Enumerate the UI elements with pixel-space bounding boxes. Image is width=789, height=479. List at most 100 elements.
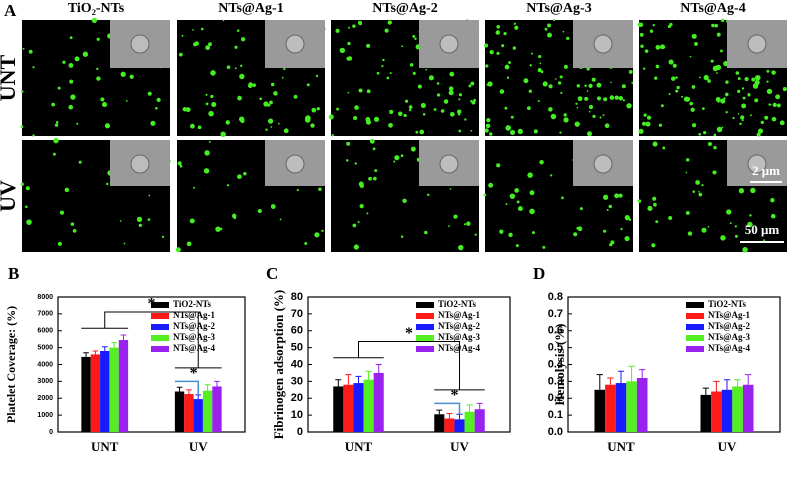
bar: [454, 419, 465, 432]
cell-dot: [373, 176, 377, 181]
cell-dot: [203, 168, 210, 174]
cell-dot: [628, 70, 633, 74]
cell-dot: [692, 190, 696, 193]
x-tick-label: UNT: [345, 439, 373, 454]
sem-cell: [130, 34, 150, 54]
cell-dot: [734, 225, 737, 228]
cell-dot: [154, 106, 158, 110]
legend-swatch: [151, 302, 169, 308]
cell-dot: [20, 90, 24, 93]
bar: [343, 384, 354, 432]
scale-label: 2 μm: [752, 163, 780, 178]
cell-dot: [189, 218, 195, 224]
cell-dot: [372, 147, 376, 151]
cell-dot: [384, 28, 389, 33]
micrograph: [20, 17, 170, 137]
legend-label: NTs@Ag-3: [438, 332, 481, 342]
cell-dot: [766, 88, 773, 95]
cell-dot: [205, 93, 208, 96]
cell-dot: [57, 86, 61, 90]
cell-dot: [359, 204, 364, 209]
cell-dot: [54, 123, 59, 127]
y-tick-label: 1000: [37, 412, 53, 419]
cell-dot: [712, 170, 717, 175]
cell-dot: [741, 87, 745, 90]
row-label: UV: [0, 180, 20, 212]
cell-dot: [720, 18, 725, 23]
cell-dot: [716, 126, 723, 133]
cell-dot: [293, 94, 298, 99]
y-tick-label: 0.6: [548, 325, 563, 337]
cell-dot: [20, 125, 24, 129]
cell-dot: [741, 119, 744, 122]
cell-dot: [547, 32, 552, 38]
cell-dot: [526, 106, 531, 111]
cell-dot: [646, 115, 652, 120]
cell-dot: [531, 231, 535, 235]
cell-dot: [560, 91, 563, 95]
cell-dot: [412, 71, 416, 75]
cell-dot: [713, 133, 717, 137]
cell-dot: [675, 76, 678, 79]
cell-dot: [69, 36, 73, 40]
panel-label: D: [533, 264, 545, 283]
cell-dot: [714, 23, 718, 28]
cell-dot: [420, 102, 426, 108]
cell-dot: [668, 215, 673, 221]
cell-dot: [305, 115, 311, 121]
cell-dot: [473, 98, 476, 102]
cell-dot: [226, 65, 231, 70]
cell-dot: [315, 74, 319, 78]
legend-label: TiO2-NTs: [173, 299, 212, 309]
sem-cell: [130, 154, 150, 174]
micrograph: [484, 19, 634, 137]
cell-dot: [544, 27, 548, 31]
cell-dot: [486, 117, 491, 123]
cell-dot: [453, 214, 458, 219]
sem-cell: [439, 154, 459, 174]
cell-dot: [624, 236, 630, 242]
error-bar: [375, 364, 382, 373]
cell-dot: [402, 198, 407, 204]
cell-dot: [252, 83, 257, 87]
cell-dot: [347, 41, 351, 46]
legend-swatch: [151, 346, 169, 352]
cell-dot: [528, 89, 532, 93]
cell-dot: [588, 83, 593, 88]
cell-dot: [147, 218, 151, 221]
cell-dot: [314, 232, 320, 238]
cell-dot: [200, 27, 204, 31]
cell-dot: [53, 137, 59, 144]
y-tick-label: 40: [291, 358, 303, 370]
cell-dot: [373, 116, 380, 122]
cell-dot: [517, 206, 523, 212]
legend-swatch: [416, 324, 434, 330]
cell-dot: [574, 121, 580, 127]
cell-dot: [336, 107, 340, 111]
cell-dot: [716, 72, 718, 74]
cell-dot: [698, 132, 702, 136]
x-tick-label: UV: [450, 439, 469, 454]
error-bar: [186, 389, 192, 395]
cell-dot: [638, 128, 644, 134]
cell-dot: [652, 196, 657, 201]
cell-dot: [382, 58, 385, 62]
column-label: NTs@Ag-4: [680, 1, 745, 16]
cell-dot: [591, 77, 596, 82]
significance-bracket: [174, 380, 199, 395]
cell-dot: [755, 74, 761, 81]
cell-dot: [205, 102, 209, 106]
cell-dot: [400, 154, 404, 157]
cell-dot: [698, 191, 700, 193]
legend-swatch: [686, 302, 704, 308]
cell-dot: [710, 59, 714, 63]
significance-star: *: [190, 365, 198, 382]
error-bar: [734, 379, 741, 387]
cell-dot: [78, 160, 82, 164]
cell-dot: [562, 30, 565, 33]
cell-dot: [747, 221, 753, 228]
cell-dot: [448, 225, 450, 228]
cell-dot: [368, 176, 372, 181]
cell-dot: [691, 85, 696, 89]
cell-dot: [496, 51, 500, 55]
